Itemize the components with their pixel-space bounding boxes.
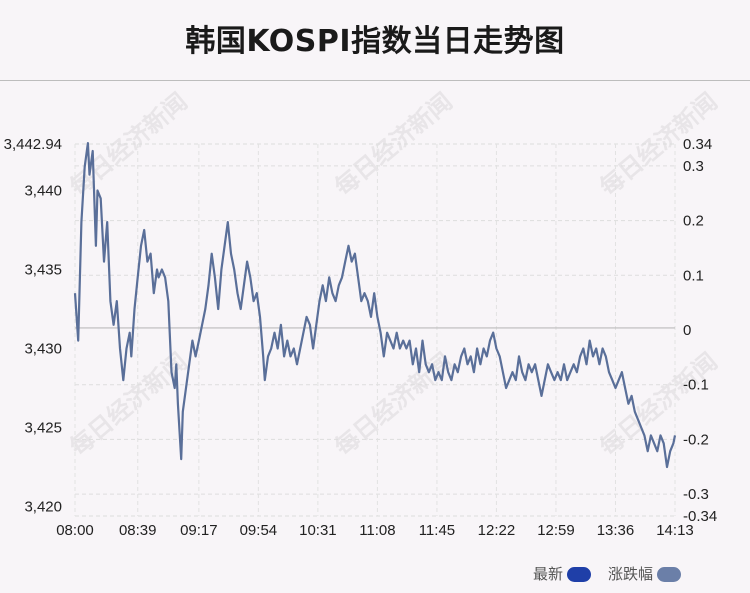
- y-left-tick-label: 3,420: [24, 499, 62, 516]
- x-tick-label: 14:13: [656, 522, 694, 539]
- x-tick-label: 08:00: [56, 522, 94, 539]
- y-right-tick-label: 0.34: [683, 136, 712, 153]
- y-left-tick-label: 3,430: [24, 340, 62, 357]
- y-right-tick-label: -0.1: [683, 377, 709, 394]
- y-right-tick-label: -0.34: [683, 508, 717, 525]
- x-tick-label: 12:59: [537, 522, 575, 539]
- y-left-tick-label: 3,425: [24, 420, 62, 437]
- y-right-tick-label: 0.3: [683, 158, 704, 175]
- y-right-tick-label: -0.3: [683, 486, 709, 503]
- x-tick-label: 11:08: [359, 522, 395, 539]
- x-tick-label: 09:17: [180, 522, 218, 539]
- x-tick-label: 13:36: [597, 522, 635, 539]
- y-right-tick-label: 0.1: [683, 267, 704, 284]
- y-right-tick-label: 0.2: [683, 213, 704, 230]
- x-tick-label: 08:39: [119, 522, 157, 539]
- x-tick-label: 11:45: [419, 522, 455, 539]
- y-left-tick-label: 3,435: [24, 261, 62, 278]
- y-right-tick-label: -0.2: [683, 431, 709, 448]
- y-left-tick-label: 3,442.94: [4, 136, 62, 153]
- title-divider: [0, 80, 750, 81]
- x-tick-label: 09:54: [240, 522, 278, 539]
- legend-change-swatch: [657, 567, 682, 582]
- x-tick-label: 10:31: [299, 522, 337, 539]
- legend-latest[interactable]: 最新: [533, 563, 592, 584]
- y-right-tick-label: 0: [683, 322, 691, 339]
- legend-latest-swatch: [567, 567, 592, 582]
- y-left-tick-label: 3,440: [24, 182, 62, 199]
- legend-change-label: 涨跌幅: [608, 565, 654, 583]
- legend-change[interactable]: 涨跌幅: [608, 563, 682, 584]
- series-line: [73, 142, 677, 469]
- x-tick-label: 12:22: [478, 522, 516, 539]
- legend-latest-label: 最新: [533, 565, 564, 583]
- chart-title: 韩国KOSPI指数当日走势图: [185, 24, 565, 59]
